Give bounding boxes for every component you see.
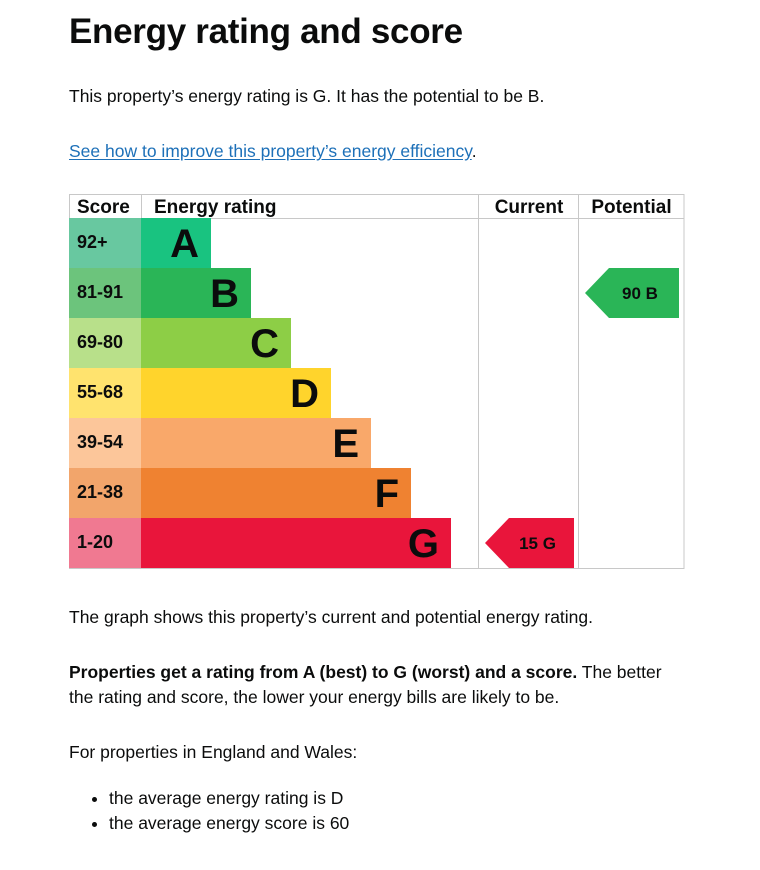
properties-explanation-rest: The better the rating and score, the low… xyxy=(69,662,662,707)
properties-explanation: Properties get a rating from A (best) to… xyxy=(69,660,689,710)
potential-rating-arrow xyxy=(585,268,679,318)
score-range-g: 1-20 xyxy=(77,532,113,552)
header-energy-rating: Energy rating xyxy=(154,197,276,218)
score-range-f: 21-38 xyxy=(77,482,123,502)
rating-letter-e: E xyxy=(332,422,359,466)
header-current: Current xyxy=(495,197,564,218)
link-suffix: . xyxy=(471,141,477,161)
energy-rating-svg: Score Energy rating Current Potential 92+ A 81… xyxy=(69,194,685,569)
energy-rating-chart: Score Energy rating Current Potential 92+ A 81… xyxy=(69,0,709,605)
rating-bar-g xyxy=(141,518,451,568)
score-cell-e xyxy=(69,418,141,468)
current-rating-arrow-label: 15 G xyxy=(519,534,556,553)
header-potential: Potential xyxy=(591,197,671,218)
current-rating-arrow xyxy=(485,518,574,568)
rating-bar-d xyxy=(141,368,331,418)
properties-explanation-bold: Properties get a rating from A (best) to… xyxy=(69,662,578,682)
score-range-b: 81-91 xyxy=(77,282,123,302)
score-range-c: 69-80 xyxy=(77,332,123,352)
score-cell-c xyxy=(69,318,141,368)
score-cell-a xyxy=(69,218,141,268)
rating-letter-c: C xyxy=(250,322,279,366)
rating-letter-d: D xyxy=(290,372,319,416)
rating-letter-f: F xyxy=(375,472,399,516)
rating-bar-f xyxy=(141,468,411,518)
header-score: Score xyxy=(77,197,130,218)
score-cell-f xyxy=(69,468,141,518)
rating-letter-a: A xyxy=(170,222,199,266)
score-cell-d xyxy=(69,368,141,418)
score-cell-b xyxy=(69,268,141,318)
potential-rating-arrow-label: 90 B xyxy=(622,284,658,303)
rating-letter-g: G xyxy=(408,522,439,566)
score-range-e: 39-54 xyxy=(77,432,123,452)
page-title: Energy rating and score xyxy=(69,12,463,51)
rating-bar-e xyxy=(141,418,371,468)
rating-letter-b: B xyxy=(210,272,239,316)
rating-bar-a xyxy=(141,218,211,268)
graph-description: The graph shows this property’s current … xyxy=(69,607,594,627)
score-range-d: 55-68 xyxy=(77,382,123,402)
rating-bar-b xyxy=(141,268,251,318)
rating-summary: This property’s energy rating is G. It h… xyxy=(69,86,545,106)
averages-list: the average energy rating is D the avera… xyxy=(69,786,349,836)
score-cell-g xyxy=(69,518,141,568)
average-rating-item: the average energy rating is D xyxy=(109,786,349,811)
improve-link-line: See how to improve this property’s energ… xyxy=(69,139,477,164)
rating-bar-c xyxy=(141,318,291,368)
average-score-item: the average energy score is 60 xyxy=(109,811,349,836)
improve-efficiency-link[interactable]: See how to improve this property’s energ… xyxy=(69,141,472,161)
score-range-a: 92+ xyxy=(77,232,108,252)
region-intro: For properties in England and Wales: xyxy=(69,742,358,762)
